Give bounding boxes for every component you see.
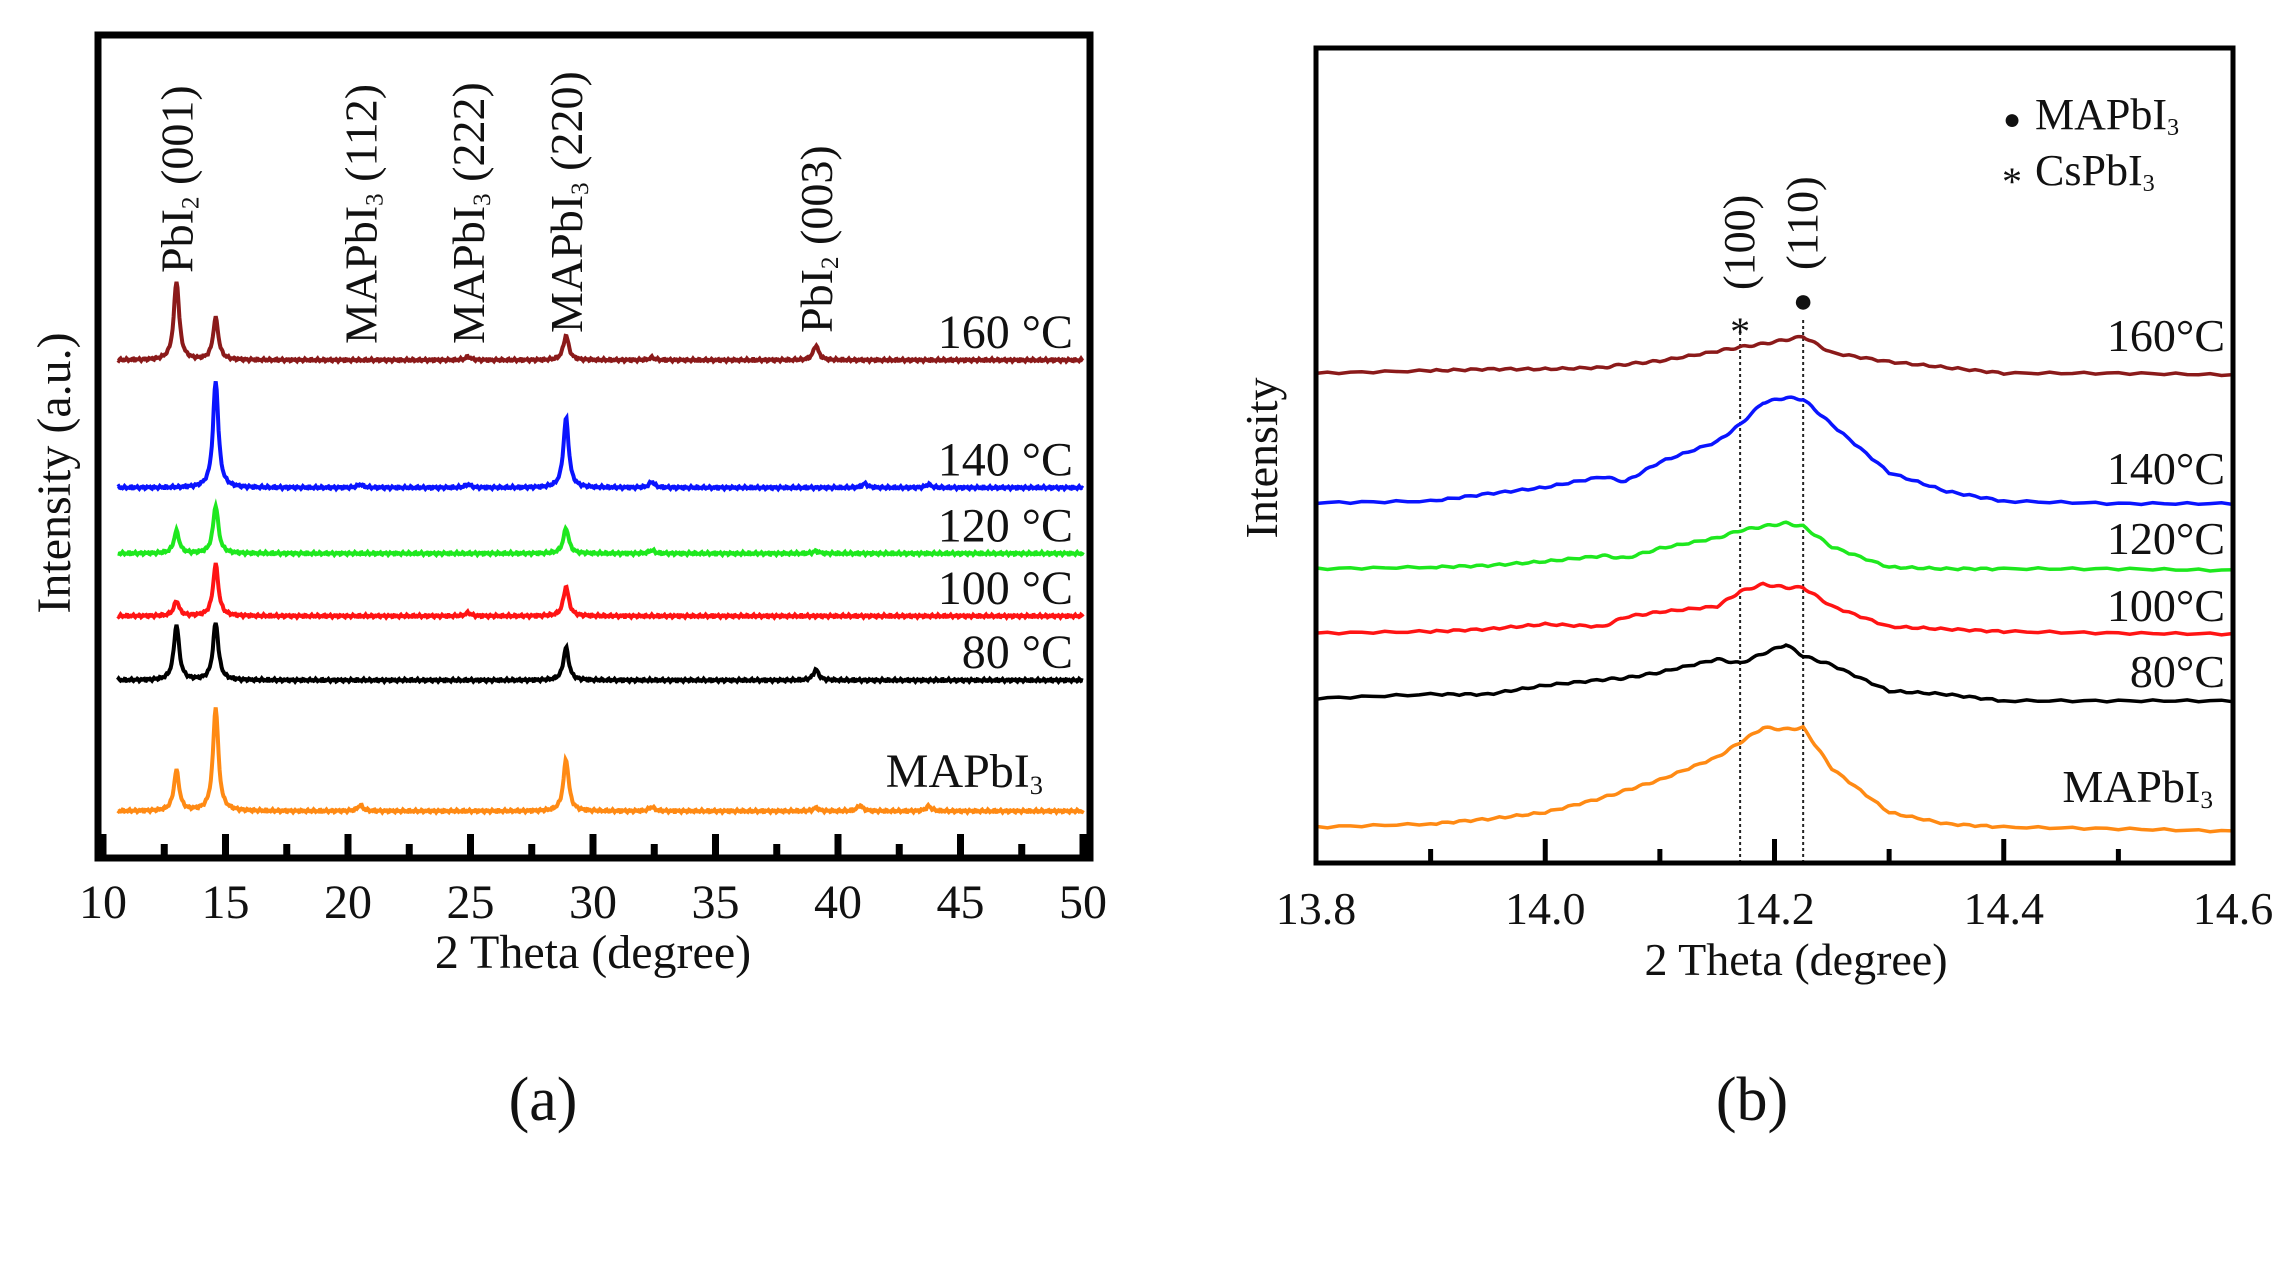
- label-text: MAPbI: [335, 206, 386, 344]
- y-axis-label: Intensity (a.u.): [28, 332, 81, 613]
- x-tick-label: 14.4: [1964, 883, 2045, 934]
- peak-annotation: MAPbI3 (220): [541, 71, 594, 333]
- subscript: 3: [2200, 786, 2213, 814]
- label-text: MAPbI: [541, 195, 592, 333]
- peak-annotation: PbI2 (003): [791, 145, 844, 333]
- label-text: (003): [791, 145, 842, 256]
- label-text: MAPbI: [2062, 761, 2200, 812]
- label-text: (001): [152, 85, 203, 196]
- series-line-a-4: [116, 622, 1084, 686]
- series-label: 160 °C: [938, 306, 1073, 359]
- peak-annotation: MAPbI3 (112): [335, 84, 388, 344]
- series-label: 120 °C: [938, 499, 1073, 552]
- subscript: 3: [2167, 114, 2179, 141]
- legend-item: * CsPbI3: [2002, 146, 2155, 204]
- series-label: 140°C: [2107, 443, 2225, 494]
- y-axis-label: Intensity: [1236, 378, 1287, 539]
- x-tick-label: 25: [447, 876, 495, 929]
- series-line-b-2: [1315, 520, 2235, 573]
- series-line-b-3: [1315, 581, 2235, 637]
- series-line-a-1: [116, 381, 1085, 493]
- label-text: MAPbI: [443, 206, 494, 344]
- panel-label-a: (a): [509, 1066, 578, 1134]
- peak-annotation: MAPbI3 (222): [443, 82, 496, 344]
- panel-b: * (100) ● (110) 160°C 140°C 120°C 100°C 80°C MAPb…: [1236, 45, 2274, 1134]
- subscript: 3: [361, 193, 389, 206]
- series-line-b-1: [1315, 395, 2235, 507]
- series-label: 80 °C: [962, 626, 1073, 679]
- series-label: 80°C: [2130, 646, 2225, 697]
- series-label: 140 °C: [938, 434, 1073, 487]
- label-text: (222): [443, 82, 494, 193]
- label-text: MAPbI: [886, 745, 1030, 798]
- subscript: 3: [468, 193, 496, 206]
- x-tick-label: 30: [569, 876, 617, 929]
- x-tick-label: 15: [202, 876, 250, 929]
- series-line-b-4: [1315, 643, 2235, 704]
- label-text: CsPbI: [2035, 146, 2143, 195]
- subscript: 3: [566, 182, 594, 195]
- label-text: PbI: [791, 269, 842, 333]
- label-text: MAPbI: [2035, 90, 2167, 139]
- series-line-a-0: [116, 281, 1085, 365]
- series-line-a-2: [117, 498, 1085, 559]
- x-tick-label: 14.6: [2193, 883, 2274, 934]
- dot-marker: ●: [1793, 283, 1814, 320]
- legend-item: ● MAPbI3: [2003, 90, 2179, 141]
- miller-index-label: (110): [1778, 176, 1827, 270]
- x-tick-label: 13.8: [1276, 883, 1357, 934]
- series-line-a-3: [116, 562, 1085, 621]
- asterisk-marker: *: [1730, 309, 1750, 354]
- series-label: MAPbI3: [886, 745, 1043, 800]
- x-tick-label: 14.0: [1505, 883, 1586, 934]
- subscript: 3: [2143, 170, 2155, 197]
- legend-label: CsPbI3: [2035, 146, 2155, 197]
- label-text: (112): [335, 84, 386, 193]
- legend-label: MAPbI3: [2035, 90, 2179, 141]
- subscript: 2: [177, 196, 205, 209]
- x-tick-label: 20: [324, 876, 372, 929]
- x-tick-label: 45: [937, 876, 985, 929]
- series-line-b-0: [1315, 334, 2235, 378]
- asterisk-marker: *: [2002, 159, 2022, 204]
- x-tick-label: 14.2: [1734, 883, 1815, 934]
- series-label: MAPbI3: [2062, 761, 2213, 814]
- x-tick-label: 10: [79, 876, 127, 929]
- label-text: PbI: [152, 209, 203, 273]
- subscript: 2: [816, 256, 844, 269]
- subscript: 3: [1030, 770, 1043, 800]
- panel-label-b: (b): [1716, 1066, 1788, 1134]
- series-label: 100 °C: [938, 562, 1073, 615]
- series-label: 100°C: [2107, 580, 2225, 631]
- x-axis-label: 2 Theta (degree): [1644, 934, 1947, 985]
- dot-marker: ●: [2003, 103, 2021, 136]
- x-tick-label: 40: [814, 876, 862, 929]
- series-label: 160°C: [2107, 310, 2225, 361]
- peak-annotation: PbI2 (001): [152, 85, 205, 273]
- x-tick-label: 35: [692, 876, 740, 929]
- x-tick-label: 50: [1059, 876, 1107, 929]
- series-label: 120°C: [2107, 513, 2225, 564]
- label-text: (220): [541, 71, 592, 182]
- miller-index-label: (100): [1715, 195, 1764, 290]
- series-line-a-5: [116, 707, 1085, 816]
- series-line-b-5: [1315, 724, 2235, 834]
- x-axis-label: 2 Theta (degree): [435, 926, 751, 979]
